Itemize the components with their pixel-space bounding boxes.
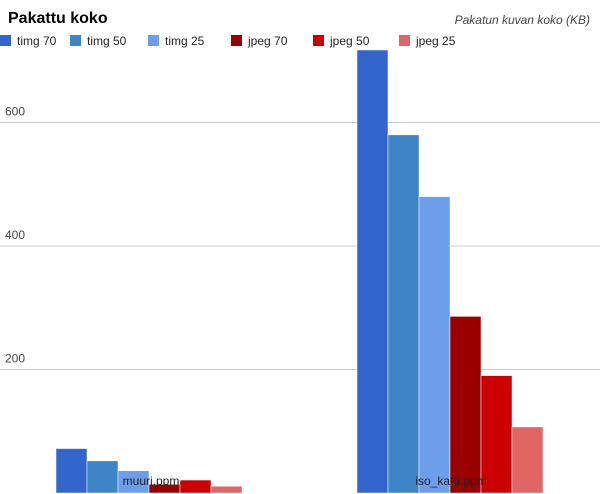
legend-label: timg 50 <box>87 34 127 48</box>
bars <box>55 49 544 494</box>
legend-label: jpeg 70 <box>247 34 288 48</box>
legend-swatch <box>313 35 324 46</box>
legend-swatch <box>70 35 81 46</box>
x-tick-label: iso_katu.ppm <box>415 474 486 488</box>
legend-swatch <box>148 35 159 46</box>
legend-swatch <box>231 35 242 46</box>
legend-label: timg 70 <box>17 34 57 48</box>
y-tick-label: 600 <box>5 105 25 119</box>
bar <box>418 196 451 494</box>
legend-label: jpeg 50 <box>329 34 370 48</box>
legend: timg 70 timg 50 timg 25 jpeg 70 jpeg 50 jpeg … <box>0 34 456 48</box>
bar <box>117 470 150 494</box>
legend-swatch <box>0 35 11 46</box>
bar <box>356 49 389 494</box>
y-tick-label: 200 <box>5 352 25 366</box>
bar <box>86 460 119 494</box>
legend-label: timg 25 <box>165 34 205 48</box>
chart-title: Pakattu koko <box>8 10 108 27</box>
y-axis-title: Pakatun kuvan koko (KB) <box>455 13 590 27</box>
x-tick-label: muuri.ppm <box>123 474 180 488</box>
legend-label: jpeg 25 <box>415 34 456 48</box>
bar <box>449 316 482 494</box>
y-tick-label: 400 <box>5 228 25 242</box>
bar <box>210 485 243 494</box>
gridlines: 200 400 600 <box>0 105 600 370</box>
bar <box>179 479 212 494</box>
bar <box>387 134 420 494</box>
bar <box>55 448 88 494</box>
legend-swatch <box>399 35 410 46</box>
category-labels: muuri.ppm iso_katu.ppm <box>123 474 487 488</box>
bar <box>511 426 544 494</box>
